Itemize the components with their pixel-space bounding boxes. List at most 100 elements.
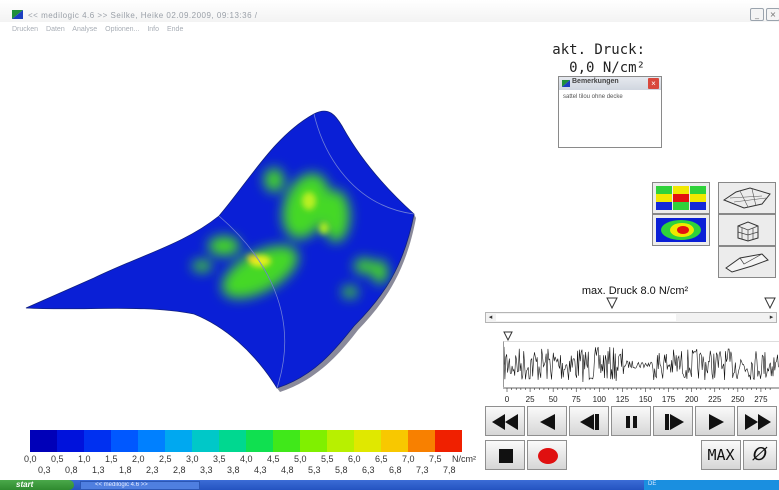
colorbar-tick-top: 7,0 bbox=[402, 454, 415, 464]
timeline-scrollbar[interactable]: ◂ ▸ bbox=[485, 312, 777, 323]
saddle-wireframe-button[interactable] bbox=[718, 182, 776, 214]
colorbar-swatch bbox=[354, 430, 381, 452]
colorbar-swatch bbox=[84, 430, 111, 452]
start-button[interactable]: start bbox=[0, 480, 74, 490]
colorbar-tick-top: 3,5 bbox=[213, 454, 226, 464]
record-button[interactable] bbox=[527, 440, 567, 470]
scroll-right-icon[interactable]: ▸ bbox=[769, 313, 774, 321]
notes-close-icon[interactable]: × bbox=[648, 78, 659, 89]
wireframe-saddle-icon bbox=[722, 187, 771, 209]
colorbar-tick-bottom: 0,8 bbox=[65, 465, 78, 475]
saddle-pressure-surface[interactable] bbox=[24, 96, 416, 396]
max-marker-icon[interactable] bbox=[606, 297, 618, 309]
pressure-contour-icon bbox=[656, 218, 706, 242]
colorbar-tick-bottom: 3,3 bbox=[200, 465, 213, 475]
colorbar-tick-bottom: 7,8 bbox=[443, 465, 456, 475]
record-icon bbox=[538, 448, 558, 464]
step-back-icon bbox=[540, 414, 555, 430]
notes-title: Bemerkungen bbox=[572, 78, 619, 85]
average-button[interactable]: Ø bbox=[743, 440, 777, 470]
end-marker-icon[interactable] bbox=[764, 297, 776, 309]
time-axis-label: 225 bbox=[708, 395, 722, 404]
fast-forward-button[interactable] bbox=[737, 406, 777, 436]
colorbar-tick-bottom: 2,8 bbox=[173, 465, 186, 475]
time-axis-label: 50 bbox=[549, 395, 558, 404]
colorbar-swatch bbox=[192, 430, 219, 452]
playhead-marker-icon[interactable] bbox=[503, 331, 513, 341]
stop-button[interactable] bbox=[485, 440, 525, 470]
colorbar-tick-top: 0,0 bbox=[24, 454, 37, 464]
colorbar-unit: N/cm² bbox=[452, 454, 476, 464]
time-axis: 0 25 50 75 100 125 150 175 200 225 250 275 bbox=[503, 387, 779, 404]
taskbar-item-medilogic[interactable]: << medilogic 4.6 >> bbox=[80, 481, 200, 490]
colorbar-tick-bottom: 2,3 bbox=[146, 465, 159, 475]
time-axis-label: 125 bbox=[616, 395, 630, 404]
menu-item-daten[interactable]: Daten bbox=[46, 26, 65, 33]
time-axis-label: 100 bbox=[593, 395, 607, 404]
saddle-3d-button[interactable] bbox=[718, 246, 776, 278]
next-frame-button[interactable] bbox=[653, 406, 693, 436]
time-axis-label: 150 bbox=[639, 395, 653, 404]
pause-button[interactable] bbox=[611, 406, 651, 436]
colorbar-tick-top: 5,5 bbox=[321, 454, 334, 464]
prev-frame-icon bbox=[580, 414, 599, 430]
colorbar-tick-bottom: 4,8 bbox=[281, 465, 294, 475]
time-axis-label: 175 bbox=[662, 395, 676, 404]
time-axis-label: 75 bbox=[572, 395, 581, 404]
minimize-icon[interactable]: _ bbox=[750, 8, 764, 21]
colorbar-tick-bottom: 0,3 bbox=[38, 465, 51, 475]
notes-title-bar[interactable]: Bemerkungen × bbox=[559, 77, 661, 90]
grid-view-button[interactable] bbox=[652, 182, 710, 214]
pressure-grid-icon bbox=[656, 186, 706, 210]
fast-rewind-button[interactable] bbox=[485, 406, 525, 436]
menu-item-ende[interactable]: Ende bbox=[166, 26, 184, 33]
colorbar-swatch bbox=[273, 430, 300, 452]
colorbar-swatch bbox=[327, 430, 354, 452]
colorbar-tick-bottom: 1,3 bbox=[92, 465, 105, 475]
notes-window[interactable]: Bemerkungen × sattel tilou ohne decke bbox=[558, 76, 662, 148]
colorbar-swatch bbox=[111, 430, 138, 452]
colorbar-swatch bbox=[138, 430, 165, 452]
menu-item-optionen[interactable]: Optionen... bbox=[105, 26, 140, 33]
prev-frame-button[interactable] bbox=[569, 406, 609, 436]
colorbar-tick-top: 6,0 bbox=[348, 454, 361, 464]
menu-item-analyse[interactable]: Analyse bbox=[72, 26, 98, 33]
fast-rewind-icon bbox=[492, 414, 518, 430]
colorbar-tick-top: 1,0 bbox=[78, 454, 91, 464]
saddle-3d-icon bbox=[725, 253, 769, 273]
colorbar-swatch bbox=[408, 430, 435, 452]
fast-forward-icon bbox=[745, 414, 771, 430]
colorbar-tick-top: 1,5 bbox=[105, 454, 118, 464]
colorbar-tick-top: 2,5 bbox=[159, 454, 172, 464]
scroll-left-icon[interactable]: ◂ bbox=[488, 313, 493, 321]
colorbar-swatch bbox=[300, 430, 327, 452]
notes-text[interactable]: sattel tilou ohne decke bbox=[563, 94, 623, 100]
pressure-colorbar bbox=[30, 430, 462, 452]
scroll-thumb[interactable] bbox=[496, 314, 676, 321]
colorbar-tick-top: 0,5 bbox=[51, 454, 64, 464]
close-icon[interactable]: × bbox=[766, 8, 779, 21]
current-pressure-readout: akt. Druck: 0,0 N/cm² bbox=[525, 41, 645, 77]
colorbar-tick-bottom: 6,8 bbox=[389, 465, 402, 475]
colorbar-swatch bbox=[165, 430, 192, 452]
colorbar-tick-top: 6,5 bbox=[375, 454, 388, 464]
menu-item-info[interactable]: Info bbox=[147, 26, 160, 33]
menu-item-drucken[interactable]: Drucken bbox=[12, 26, 39, 33]
max-button[interactable]: MAX bbox=[701, 440, 741, 470]
step-back-button[interactable] bbox=[527, 406, 567, 436]
colorbar-tick-bottom: 5,8 bbox=[335, 465, 348, 475]
menu-bar: Drucken Daten Analyse Optionen... Info E… bbox=[12, 26, 189, 33]
time-axis-label: 25 bbox=[526, 395, 535, 404]
stop-icon bbox=[499, 449, 513, 463]
colorbar-tick-bottom: 1,8 bbox=[119, 465, 132, 475]
medilogic-app-icon bbox=[12, 10, 23, 19]
play-button[interactable] bbox=[695, 406, 735, 436]
max-pressure-label: max. Druck 8.0 N/cm² bbox=[581, 285, 689, 297]
system-tray: DE bbox=[644, 480, 779, 490]
box-3d-button[interactable] bbox=[718, 214, 776, 246]
colorbar-tick-bottom: 4,3 bbox=[254, 465, 267, 475]
time-axis-label: 0 bbox=[505, 395, 510, 404]
pressure-waveform[interactable] bbox=[503, 341, 779, 387]
contour-view-button[interactable] bbox=[652, 214, 710, 246]
colorbar-tick-bottom: 5,3 bbox=[308, 465, 321, 475]
